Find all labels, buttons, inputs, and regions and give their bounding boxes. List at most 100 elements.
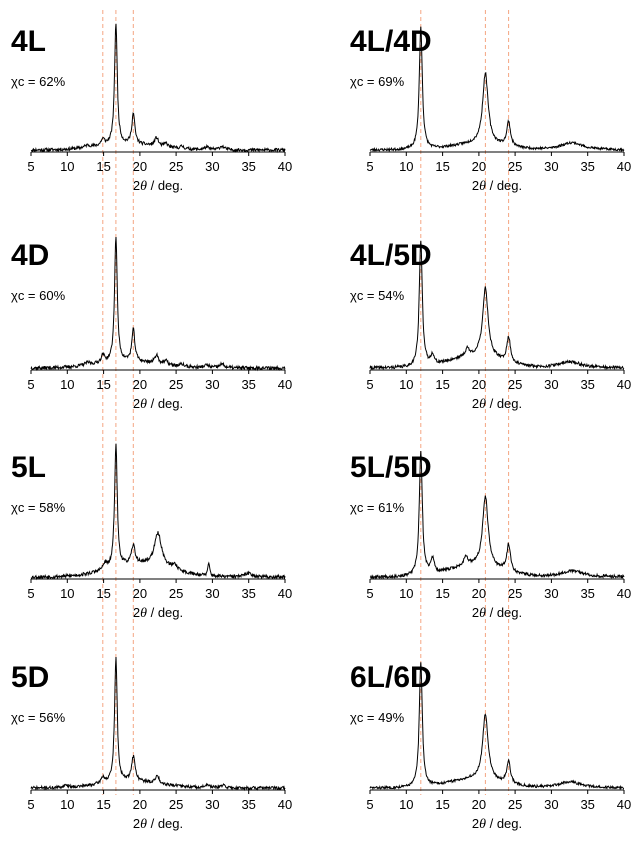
- xrd-panel-4l-5d: 4L/5D χc = 54% 5 10 15 20 25 30 35 40 2θ / deg.: [350, 239, 631, 412]
- x-tick-label: 10: [60, 159, 74, 174]
- x-tick-label: 15: [435, 586, 449, 601]
- x-tick-label: 10: [399, 797, 413, 812]
- x-tick-label: 10: [399, 377, 413, 392]
- x-tick-label: 20: [472, 797, 486, 812]
- panel-title: 4L: [11, 25, 46, 58]
- x-tick-label: 30: [205, 797, 219, 812]
- x-tick-label: 40: [617, 797, 631, 812]
- panel-title: 4D: [11, 239, 49, 272]
- x-tick-label: 25: [508, 797, 522, 812]
- x-tick-label: 15: [96, 586, 110, 601]
- x-tick-label: 20: [133, 797, 147, 812]
- x-tick-label: 20: [133, 159, 147, 174]
- xrd-trace: [369, 240, 625, 371]
- x-tick-label: 30: [544, 586, 558, 601]
- xrd-panel-4l: 4L χc = 62% 5 10 15 20 25 30 35 40 2θ / deg.: [11, 23, 292, 194]
- xrd-panel-5d: 5D χc = 56% 5 10 15 20 25 30 35 40 2θ / deg.: [11, 656, 292, 832]
- xrd-trace: [369, 662, 624, 791]
- xrd-trace: [369, 450, 625, 580]
- x-tick-label: 15: [435, 797, 449, 812]
- x-tick-label: 20: [472, 586, 486, 601]
- xrd-panel-5l-5d: 5L/5D χc = 61% 5 10 15 20 25 30 35 40 2θ / deg.: [350, 450, 631, 621]
- crystallinity-label: χc = 54%: [350, 288, 405, 303]
- x-tick-label: 30: [205, 159, 219, 174]
- x-tick-label: 10: [399, 586, 413, 601]
- x-axis-label: 2θ / deg.: [472, 816, 522, 832]
- crystallinity-label: χc = 49%: [350, 710, 405, 725]
- x-tick-label: 20: [133, 377, 147, 392]
- x-axis-label: 2θ / deg.: [472, 396, 522, 412]
- x-tick-label: 40: [278, 797, 292, 812]
- x-tick-label: 35: [241, 159, 255, 174]
- x-tick-label: 5: [27, 159, 34, 174]
- x-axis-label: 2θ / deg.: [133, 605, 183, 621]
- x-tick-label: 10: [60, 377, 74, 392]
- crystallinity-label: χc = 58%: [11, 500, 66, 515]
- x-tick-label: 30: [205, 377, 219, 392]
- panel-title: 4L/4D: [350, 25, 432, 58]
- x-axis-label: 2θ / deg.: [133, 396, 183, 412]
- x-tick-label: 40: [278, 159, 292, 174]
- panel-title: 5L/5D: [350, 451, 432, 484]
- x-tick-label: 25: [508, 159, 522, 174]
- x-tick-label: 25: [508, 377, 522, 392]
- x-tick-label: 5: [27, 797, 34, 812]
- x-tick-label: 25: [169, 586, 183, 601]
- x-tick-label: 30: [544, 159, 558, 174]
- x-tick-label: 35: [580, 797, 594, 812]
- xrd-trace: [30, 236, 286, 372]
- x-tick-label: 40: [278, 586, 292, 601]
- panel-title: 5L: [11, 451, 46, 484]
- x-tick-label: 20: [472, 377, 486, 392]
- panel-title: 5D: [11, 661, 49, 694]
- x-tick-label: 15: [96, 797, 110, 812]
- crystallinity-label: χc = 56%: [11, 710, 66, 725]
- x-tick-label: 30: [205, 586, 219, 601]
- x-tick-label: 20: [133, 586, 147, 601]
- x-axis-label: 2θ / deg.: [133, 816, 183, 832]
- crystallinity-label: χc = 61%: [350, 500, 405, 515]
- panel-title: 6L/6D: [350, 661, 432, 694]
- x-tick-label: 40: [617, 377, 631, 392]
- x-tick-label: 25: [508, 586, 522, 601]
- x-tick-label: 5: [27, 377, 34, 392]
- x-tick-label: 5: [366, 377, 373, 392]
- x-axis-label: 2θ / deg.: [133, 178, 183, 194]
- x-tick-label: 5: [366, 159, 373, 174]
- x-tick-label: 10: [60, 797, 74, 812]
- x-axis-label: 2θ / deg.: [472, 605, 522, 621]
- x-tick-label: 30: [544, 377, 558, 392]
- panel-title: 4L/5D: [350, 239, 432, 272]
- xrd-panel-6l-6d: 6L/6D χc = 49% 5 10 15 20 25 30 35 40 2θ / deg.: [350, 661, 631, 832]
- x-tick-label: 30: [544, 797, 558, 812]
- x-tick-label: 25: [169, 797, 183, 812]
- xrd-trace: [30, 443, 286, 581]
- crystallinity-label: χc = 69%: [350, 74, 405, 89]
- x-tick-label: 25: [169, 377, 183, 392]
- x-tick-label: 40: [278, 377, 292, 392]
- x-tick-label: 5: [366, 797, 373, 812]
- x-tick-label: 5: [27, 586, 34, 601]
- x-axis-label: 2θ / deg.: [472, 178, 522, 194]
- crystallinity-label: χc = 60%: [11, 288, 66, 303]
- x-tick-label: 35: [241, 377, 255, 392]
- x-tick-label: 35: [241, 797, 255, 812]
- x-tick-label: 15: [435, 377, 449, 392]
- x-tick-label: 15: [96, 377, 110, 392]
- x-tick-label: 15: [96, 159, 110, 174]
- xrd-panel-4d: 4D χc = 60% 5 10 15 20 25 30 35 40 2θ / deg.: [11, 236, 292, 412]
- x-tick-label: 10: [399, 159, 413, 174]
- x-tick-label: 15: [435, 159, 449, 174]
- x-tick-label: 40: [617, 586, 631, 601]
- x-tick-label: 35: [580, 586, 594, 601]
- x-tick-label: 20: [472, 159, 486, 174]
- x-tick-label: 10: [60, 586, 74, 601]
- x-tick-label: 35: [241, 586, 255, 601]
- x-tick-label: 25: [169, 159, 183, 174]
- xrd-trace: [369, 26, 625, 153]
- crystallinity-label: χc = 62%: [11, 74, 66, 89]
- x-tick-label: 40: [617, 159, 631, 174]
- xrd-panel-5l: 5L χc = 58% 5 10 15 20 25 30 35 40 2θ / deg.: [11, 443, 292, 621]
- x-tick-label: 35: [580, 377, 594, 392]
